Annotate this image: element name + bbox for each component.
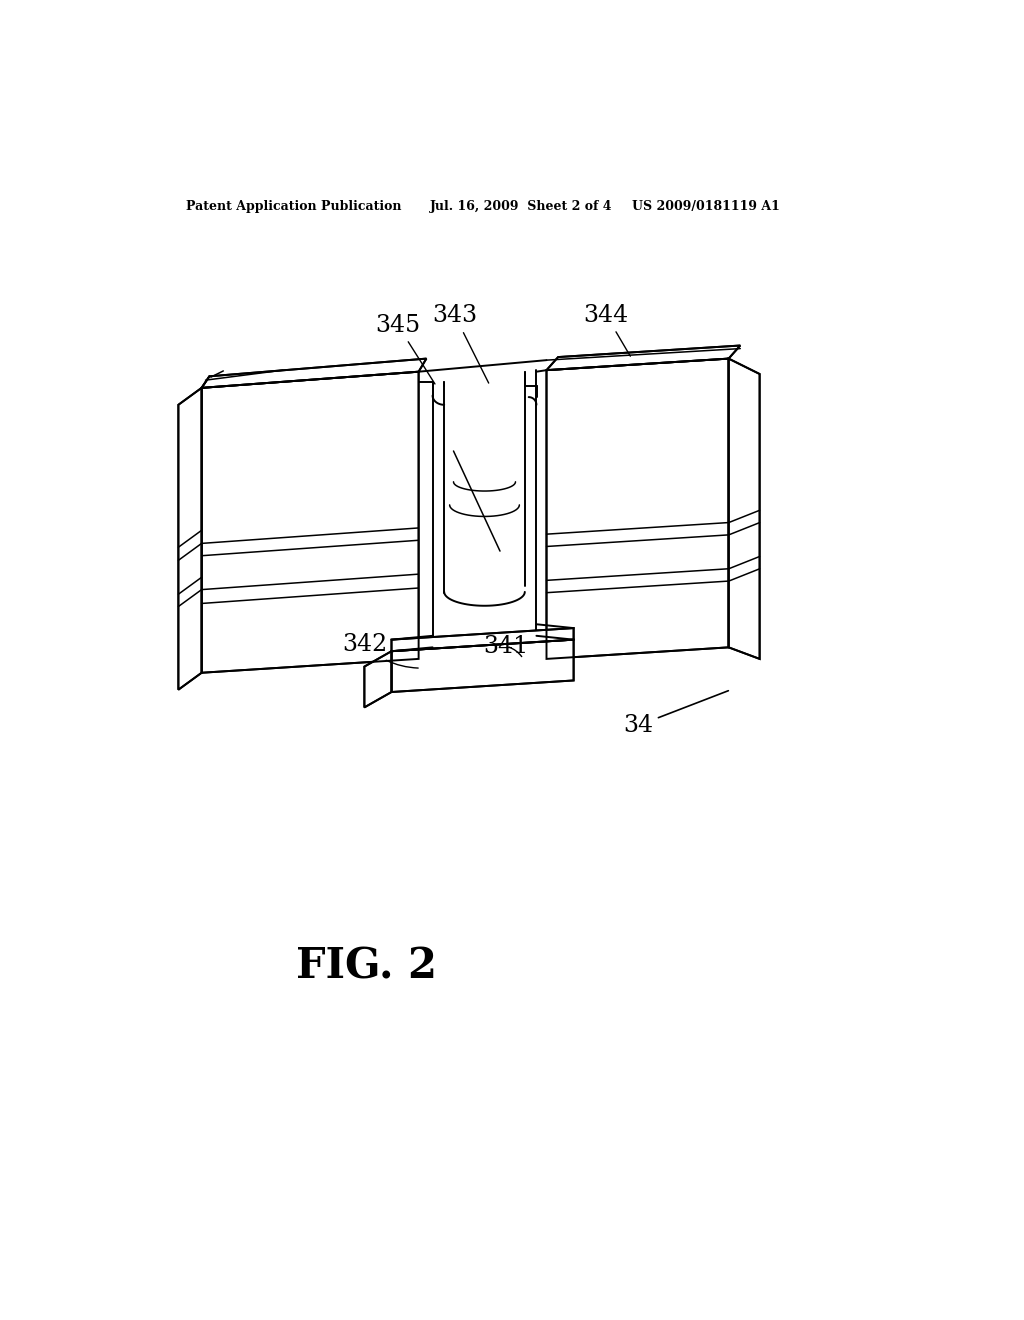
Polygon shape	[391, 640, 573, 692]
Polygon shape	[391, 628, 573, 651]
Text: Jul. 16, 2009  Sheet 2 of 4: Jul. 16, 2009 Sheet 2 of 4	[430, 199, 612, 213]
Text: 343: 343	[432, 305, 488, 383]
Text: 344: 344	[584, 304, 631, 356]
Polygon shape	[729, 359, 760, 659]
Text: 341: 341	[483, 635, 528, 657]
Text: US 2009/0181119 A1: US 2009/0181119 A1	[632, 199, 779, 213]
Polygon shape	[547, 359, 729, 659]
Polygon shape	[365, 651, 391, 708]
Text: 342: 342	[342, 634, 418, 668]
Text: FIG. 2: FIG. 2	[296, 946, 437, 987]
Polygon shape	[202, 359, 426, 388]
Polygon shape	[202, 372, 419, 673]
Polygon shape	[547, 346, 740, 370]
Text: Patent Application Publication: Patent Application Publication	[186, 199, 401, 213]
Polygon shape	[178, 388, 202, 689]
Text: 345: 345	[375, 314, 435, 384]
Text: 34: 34	[623, 690, 728, 737]
